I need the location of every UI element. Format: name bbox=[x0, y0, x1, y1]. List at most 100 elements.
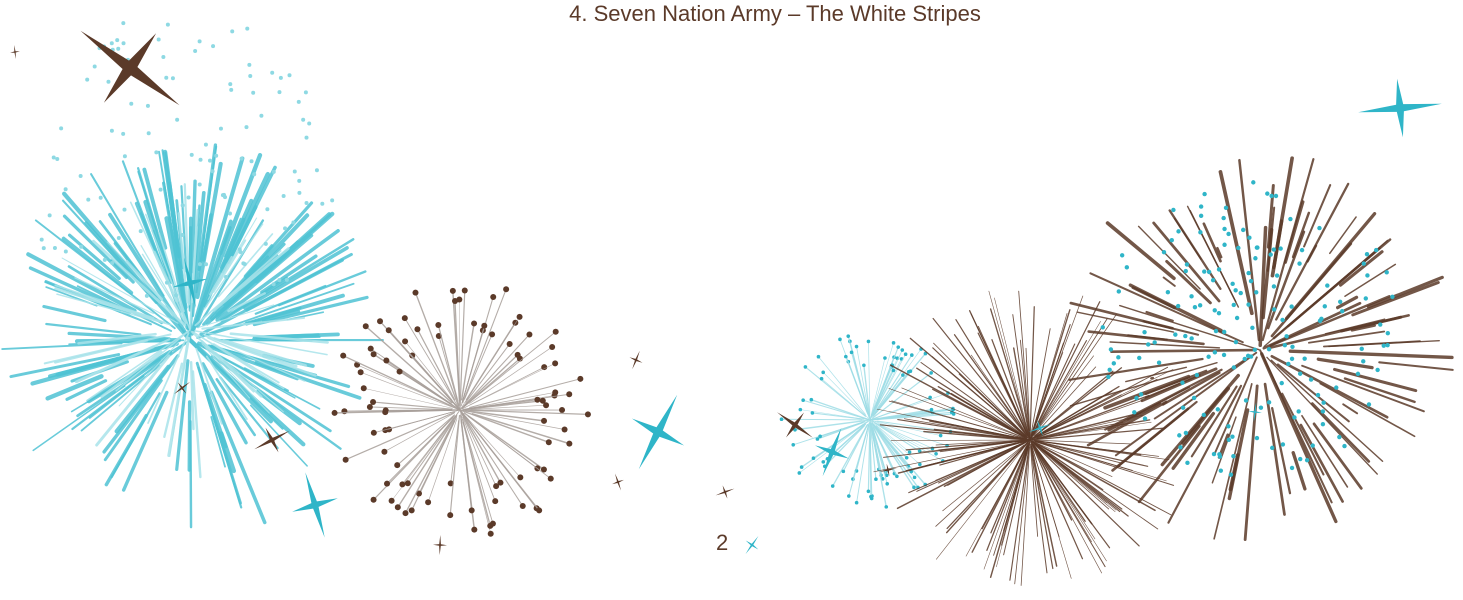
firework-ray bbox=[1302, 416, 1347, 487]
firework-spark bbox=[85, 78, 89, 82]
firework-spark bbox=[1334, 385, 1338, 389]
sparkle-star bbox=[777, 412, 813, 438]
firework-spark bbox=[1216, 407, 1220, 411]
firework-spark bbox=[821, 460, 825, 464]
firework-spark bbox=[230, 29, 234, 33]
firework-spark bbox=[821, 371, 825, 375]
firework-spark bbox=[1281, 442, 1285, 446]
firework-spark bbox=[1219, 468, 1223, 472]
firework-ray bbox=[917, 368, 1025, 437]
firework-spark bbox=[270, 71, 274, 75]
firework-spark bbox=[383, 357, 389, 363]
firework-ray bbox=[943, 445, 1024, 511]
firework-spark bbox=[1236, 246, 1240, 250]
firework-spark bbox=[1284, 334, 1288, 338]
firework-spark bbox=[855, 345, 859, 349]
firework-spark bbox=[517, 474, 523, 480]
firework-spark bbox=[181, 203, 185, 207]
firework-ray bbox=[1287, 214, 1375, 319]
firework-spark bbox=[1143, 416, 1147, 420]
firework-spark bbox=[1170, 238, 1174, 242]
firework-spark bbox=[251, 91, 255, 95]
firework-spark bbox=[384, 481, 390, 487]
firework-spark bbox=[241, 261, 245, 265]
firework-spark bbox=[804, 365, 808, 369]
firework-spark bbox=[208, 159, 212, 163]
firework-spark bbox=[1385, 270, 1389, 274]
firework-spark bbox=[305, 201, 309, 205]
firework-spark bbox=[204, 262, 208, 266]
firework-spark bbox=[1199, 214, 1203, 218]
firework-spark bbox=[820, 377, 824, 381]
firework-spark bbox=[918, 463, 922, 467]
firework-spark bbox=[1224, 206, 1228, 210]
firework-spark bbox=[541, 364, 547, 370]
firework-spark bbox=[121, 21, 125, 25]
firework-ray bbox=[857, 347, 870, 418]
sparkle-star bbox=[10, 45, 20, 59]
firework-spark bbox=[371, 351, 377, 357]
firework-spark bbox=[912, 486, 916, 490]
firework-spark bbox=[122, 208, 126, 212]
firework-spark bbox=[908, 450, 912, 454]
sparkle-star bbox=[1358, 79, 1442, 138]
firework-spark bbox=[1250, 326, 1254, 330]
firework-spark bbox=[123, 154, 127, 158]
firework-spark bbox=[198, 262, 202, 266]
firework-spark bbox=[812, 456, 816, 460]
firework-spark bbox=[259, 114, 263, 118]
firework-spark bbox=[1112, 361, 1116, 365]
firework-spark bbox=[1298, 457, 1302, 461]
firework-spark bbox=[1176, 304, 1180, 308]
firework-spark bbox=[1239, 291, 1243, 295]
firework-spark bbox=[221, 193, 225, 197]
firework-spark bbox=[291, 220, 295, 224]
firework-spark bbox=[1367, 402, 1371, 406]
firework-ray bbox=[1368, 277, 1442, 306]
firework-spark bbox=[867, 340, 871, 344]
firework-spark bbox=[1305, 458, 1309, 462]
firework-spark bbox=[64, 249, 68, 253]
firework-ray bbox=[1139, 426, 1199, 502]
firework-spark bbox=[481, 323, 487, 329]
firework-spark bbox=[1177, 433, 1181, 437]
firework-ray bbox=[849, 424, 869, 496]
firework-spark bbox=[1365, 273, 1369, 277]
firework-spark bbox=[1229, 472, 1233, 476]
firework-spark bbox=[780, 417, 784, 421]
sparkle-star bbox=[716, 485, 735, 498]
firework-spark bbox=[199, 158, 203, 162]
firework-spark bbox=[847, 494, 851, 498]
firework-spark bbox=[850, 351, 854, 355]
firework-spark bbox=[1270, 446, 1274, 450]
firework-spark bbox=[93, 65, 97, 69]
firework-spark bbox=[817, 355, 821, 359]
firework-spark bbox=[1189, 294, 1193, 298]
firework-spark bbox=[301, 118, 305, 122]
firework-spark bbox=[371, 497, 377, 503]
firework-spark bbox=[394, 462, 400, 468]
firework-spark bbox=[1226, 232, 1230, 236]
sparkle-star bbox=[292, 472, 338, 537]
firework-spark bbox=[147, 131, 151, 135]
firework-ray bbox=[1379, 362, 1452, 370]
firework-spark bbox=[1311, 443, 1315, 447]
firework-spark bbox=[1214, 329, 1218, 333]
firework-spark bbox=[48, 213, 52, 217]
firework-spark bbox=[370, 399, 376, 405]
firework-spark bbox=[1362, 261, 1366, 265]
firework-spark bbox=[1289, 304, 1293, 308]
firework-spark bbox=[55, 157, 59, 161]
firework-spark bbox=[1283, 343, 1287, 347]
firework-spark bbox=[1243, 357, 1247, 361]
firework-spark bbox=[343, 457, 349, 463]
firework-spark bbox=[562, 427, 568, 433]
firework-spark bbox=[1265, 191, 1269, 195]
firework-spark bbox=[1275, 273, 1279, 277]
firework-ray bbox=[405, 318, 458, 406]
firework-spark bbox=[42, 246, 46, 250]
firework-spark bbox=[1195, 373, 1199, 377]
firework-spark bbox=[229, 88, 233, 92]
firework-ray bbox=[1147, 312, 1173, 321]
firework-spark bbox=[1180, 381, 1184, 385]
